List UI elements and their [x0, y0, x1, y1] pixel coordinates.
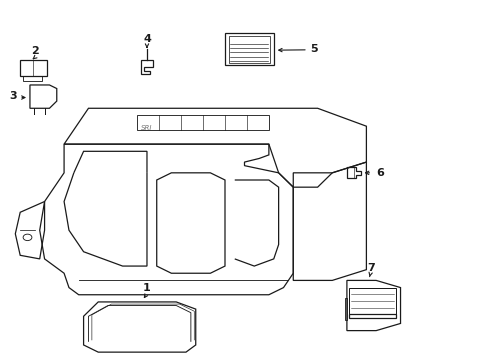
- Text: 5: 5: [310, 44, 317, 54]
- Bar: [344, 298, 346, 320]
- Text: 4: 4: [143, 34, 151, 44]
- Bar: [228, 36, 269, 63]
- Bar: [20, 60, 47, 76]
- Text: 2: 2: [31, 46, 39, 56]
- Bar: [137, 116, 268, 130]
- Text: 7: 7: [366, 263, 374, 273]
- Text: 6: 6: [375, 168, 383, 178]
- Text: 1: 1: [143, 283, 150, 293]
- Text: 3: 3: [9, 91, 17, 101]
- Bar: [224, 33, 273, 65]
- Bar: [22, 76, 42, 81]
- Text: SRI: SRI: [141, 125, 152, 131]
- Bar: [348, 288, 395, 315]
